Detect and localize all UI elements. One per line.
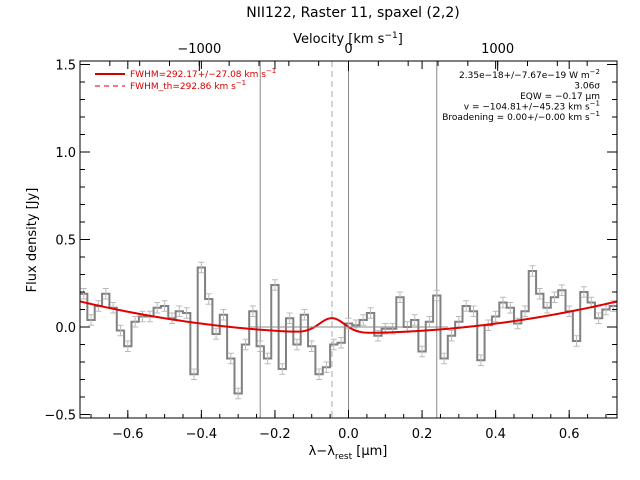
data-point-errorbar <box>558 284 565 296</box>
data-point-errorbar <box>411 314 418 326</box>
data-point-errorbar <box>330 338 337 351</box>
data-point-errorbar <box>257 340 264 352</box>
top-x-tick-label: 0 <box>344 42 352 57</box>
y-tick-label: 1.5 <box>55 59 76 74</box>
data-point-errorbar <box>499 296 506 309</box>
data-point-errorbar <box>139 310 146 323</box>
y-axis-title: Flux density [Jy] <box>25 188 40 293</box>
x-tick-label: −0.2 <box>259 427 291 442</box>
data-point-errorbar <box>242 338 249 351</box>
data-point-errorbar <box>227 352 234 365</box>
plot-layer <box>79 61 618 418</box>
data-point-errorbar <box>198 261 205 274</box>
data-point-errorbar <box>271 279 278 291</box>
y-tick-label: −0.5 <box>44 409 76 424</box>
data-point-errorbar <box>161 300 168 312</box>
y-tick-label: 1.0 <box>55 146 76 161</box>
data-point-errorbar <box>308 340 315 352</box>
data-point-errorbar <box>176 305 183 317</box>
data-point-errorbar <box>573 335 580 347</box>
data-point-errorbar <box>88 314 95 326</box>
x-tick-label: 0.0 <box>338 427 359 442</box>
data-point-errorbar <box>419 345 426 358</box>
annotation-line: 3.06σ <box>574 82 600 92</box>
y-tick-label: 0.0 <box>55 321 76 336</box>
data-point-errorbar <box>124 340 131 352</box>
data-point-errorbar <box>367 307 374 319</box>
data-point-errorbar <box>507 302 514 314</box>
x-tick-label: 0.6 <box>559 427 580 442</box>
x-tick-label: 0.2 <box>412 427 433 442</box>
data-point-errorbar <box>396 291 403 303</box>
data-point-errorbar <box>279 363 286 375</box>
data-point-errorbar <box>580 286 587 298</box>
legend-label: FWHM_th=292.86 km s−1 <box>130 79 246 92</box>
annotation-line: EQW = −0.17 μm <box>520 92 600 102</box>
data-point-errorbar <box>536 288 543 300</box>
x-tick-label: −0.4 <box>186 427 218 442</box>
axes-layer: −0.6 −0.4 −0.2 0.0 0.2 0.4 0.6 −1000 0 1000 −0.5 0.… <box>44 42 618 442</box>
data-point-errorbar <box>360 314 367 326</box>
data-point-errorbar <box>220 309 227 321</box>
data-point-errorbar <box>544 302 551 314</box>
data-point-errorbar <box>286 312 293 324</box>
data-point-errorbar <box>205 293 212 305</box>
data-point-errorbar <box>117 324 124 337</box>
data-point-errorbar <box>301 309 308 321</box>
x-axis-title: λ−λrest [μm] <box>309 444 388 462</box>
top-axis-title: Velocity [km s−1] <box>293 31 403 47</box>
data-point-errorbar <box>323 361 330 373</box>
data-point-errorbar <box>463 300 470 312</box>
data-point-errorbar <box>551 291 558 303</box>
data-point-errorbar <box>595 312 602 324</box>
data-point-errorbar <box>213 328 220 340</box>
x-tick-label: −0.6 <box>112 427 144 442</box>
annotation-line: 2.35e−18+/−7.67e−19 W m−2 <box>459 68 600 81</box>
data-point-errorbar <box>448 330 455 342</box>
data-point-errorbar <box>132 316 139 328</box>
legend: FWHM=292.17+/−27.08 km s−1FWHM_th=292.86… <box>95 67 276 92</box>
data-point-errorbar <box>338 337 345 349</box>
data-point-errorbar <box>102 288 109 300</box>
data-point-errorbar <box>235 387 242 400</box>
top-x-tick-label: −1000 <box>177 42 221 57</box>
annotation-line: Broadening = 0.00+/−0.00 km s−1 <box>442 110 600 123</box>
data-point-errorbar <box>191 368 198 380</box>
chart-title: NII122, Raster 11, spaxel (2,2) <box>246 5 459 21</box>
top-x-tick-label: 1000 <box>481 42 514 57</box>
data-point-errorbar <box>294 338 301 351</box>
y-tick-label: 0.5 <box>55 234 76 249</box>
data-point-errorbar <box>249 305 256 317</box>
data-point-errorbar <box>80 288 87 300</box>
data-point-errorbar <box>492 310 499 323</box>
data-point-errorbar <box>316 368 323 380</box>
data-point-errorbar <box>168 312 175 324</box>
data-point-errorbar <box>470 305 477 317</box>
data-point-errorbar <box>522 305 529 317</box>
data-point-errorbar <box>529 265 536 277</box>
data-point-errorbar <box>441 352 448 365</box>
legend-label: FWHM=292.17+/−27.08 km s−1 <box>130 67 276 80</box>
x-tick-label: 0.4 <box>485 427 506 442</box>
data-point-errorbar <box>154 302 161 314</box>
annotation-line: v = −104.81+/−45.23 km s−1 <box>464 100 600 113</box>
data-point-errorbar <box>433 289 440 302</box>
data-point-errorbar <box>183 307 190 319</box>
data-point-errorbar <box>264 352 271 365</box>
data-point-errorbar <box>477 354 484 366</box>
